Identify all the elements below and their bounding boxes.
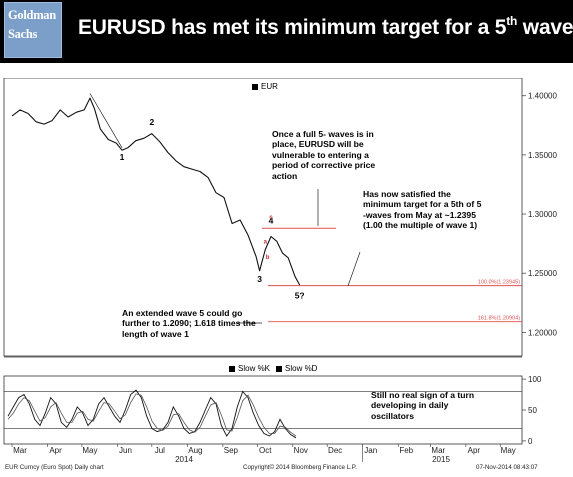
page-title: EURUSD has met its minimum target for a … (78, 14, 573, 40)
note-minimum-target: Has now satisfied the minimum target for… (363, 189, 482, 231)
year-label: 2015 (432, 455, 450, 464)
legend-slow-k-label: Slow %K (238, 364, 271, 373)
x-tick-label: Nov (294, 446, 308, 455)
logo-line-1: Goldman (8, 8, 56, 22)
goldman-sachs-logo: Goldman Sachs (4, 2, 62, 58)
wave-trendline (89, 93, 123, 148)
price-frame (3, 78, 523, 357)
x-tick-label: Oct (259, 446, 272, 455)
year-label: 2014 (175, 455, 193, 464)
legend-slow-k-swatch (229, 365, 235, 372)
price-ytick-label: 1.35000 (528, 151, 557, 160)
wave-label: c (269, 215, 273, 221)
note-corrective-action: Once a full 5- waves is in place, EURUSD… (272, 129, 376, 181)
legend-slow-d-label: Slow %D (285, 364, 318, 373)
price-ytick-label: 1.20000 (528, 328, 557, 337)
x-tick-label: Jul (155, 446, 165, 455)
x-tick-label: Jun (119, 446, 132, 455)
logo-line-2: Sachs (8, 27, 38, 41)
series-eur-line (11, 97, 301, 286)
x-tick-label: Mar (13, 446, 27, 455)
series-slow-k-line (7, 389, 297, 439)
title-superscript: th (506, 14, 518, 28)
wave-label: 4 (269, 215, 274, 225)
x-tick-label: May (501, 446, 516, 455)
footer-timestamp: 07-Nov-2014 08:43:07 (476, 464, 538, 471)
price-ytick-label: 1.25000 (528, 269, 557, 278)
header-bar: Goldman Sachs EURUSD has met its minimum… (0, 0, 573, 63)
wave-label: 3 (257, 274, 262, 284)
x-tick-label: Sep (224, 446, 239, 455)
price-ytick-label: 1.30000 (528, 210, 557, 219)
x-axis: Mar Apr May Jun Jul Aug Sep Oct Nov Dec Jan Feb Mar A… (11, 444, 516, 464)
osc-ytick-label: 0 (528, 437, 533, 446)
x-tick-label: Mar (431, 446, 445, 455)
footer-copyright: Copyright© 2014 Bloomberg Finance L.P. (243, 464, 357, 471)
x-tick-label: Jan (364, 446, 377, 455)
wave-label: 5? (295, 290, 305, 300)
x-tick-label: Dec (328, 446, 342, 455)
x-tick-label: May (82, 446, 97, 455)
osc-ytick-label: 50 (528, 406, 537, 415)
title-tail: wave (517, 16, 573, 39)
legend-slow-k: Slow %K (229, 364, 270, 373)
x-tick-label: Aug (188, 446, 202, 455)
title-main: EURUSD has met its minimum target for a … (78, 16, 507, 39)
wave-label: 2 (149, 117, 154, 127)
footer-source: EUR Curncy (Euro Spot) Daily chart (5, 464, 104, 471)
legend-eur-label: EUR (261, 82, 278, 91)
osc-ytick-label: 100 (528, 375, 542, 384)
oscillator-panel: 100 50 0 (3, 356, 542, 446)
wave-label: b (266, 255, 270, 261)
wave-label: 1 (120, 152, 125, 162)
x-tick-label: Apr (49, 446, 62, 455)
legend-eur-swatch (252, 83, 258, 90)
legend-slow-d: Slow %D (276, 364, 317, 373)
x-tick-label: Feb (399, 446, 413, 455)
note-oscillators: Still no real sign of a turn developing … (371, 390, 475, 421)
wave-label: a (264, 240, 268, 246)
chart-area: 1.40000 1.35000 1.30000 1.25000 1.20000 100.0… (3, 78, 557, 464)
price-ytick-label: 1.40000 (528, 92, 557, 101)
fib-level-label: 100.0%(1.23945) (478, 280, 520, 286)
fib-level-label: 161.8%(1.20904) (478, 316, 520, 322)
legend-eur: EUR (252, 82, 278, 91)
series-slow-d-line (7, 393, 297, 437)
note-extended-wave: An extended wave 5 could go further to 1… (122, 308, 256, 339)
x-tick-label: Apr (468, 446, 481, 455)
price-panel: 1.40000 1.35000 1.30000 1.25000 1.20000 100.0… (3, 78, 557, 357)
note-leader-line (347, 251, 361, 287)
legend-slow-d-swatch (276, 365, 282, 372)
